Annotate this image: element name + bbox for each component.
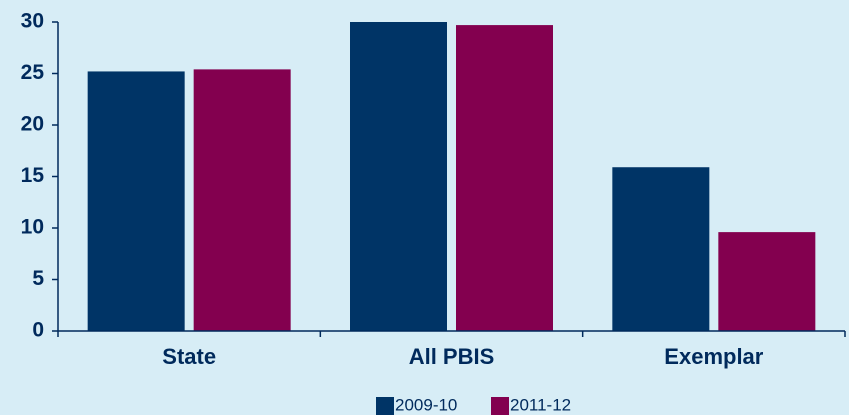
y-tick-label: 10 (21, 216, 44, 239)
y-tick-label: 30 (21, 10, 44, 33)
bar (193, 69, 291, 331)
y-tick-label: 5 (32, 267, 44, 290)
bar (718, 232, 816, 331)
x-tick-label: State (162, 344, 216, 369)
bar (612, 167, 710, 331)
bar (87, 71, 185, 331)
y-tick-label: 20 (21, 113, 44, 136)
bar (456, 25, 553, 332)
bar (350, 22, 447, 331)
legend-swatch (491, 397, 509, 415)
y-tick-label: 15 (21, 164, 45, 187)
legend-label: 2011-12 (510, 395, 571, 414)
y-tick-label: 0 (32, 319, 44, 342)
x-tick-label: Exemplar (664, 344, 763, 369)
y-tick-label: 25 (21, 61, 45, 84)
x-tick-label: All PBIS (409, 344, 495, 369)
legend-label: 2009-10 (395, 395, 457, 414)
legend-swatch (376, 397, 394, 415)
